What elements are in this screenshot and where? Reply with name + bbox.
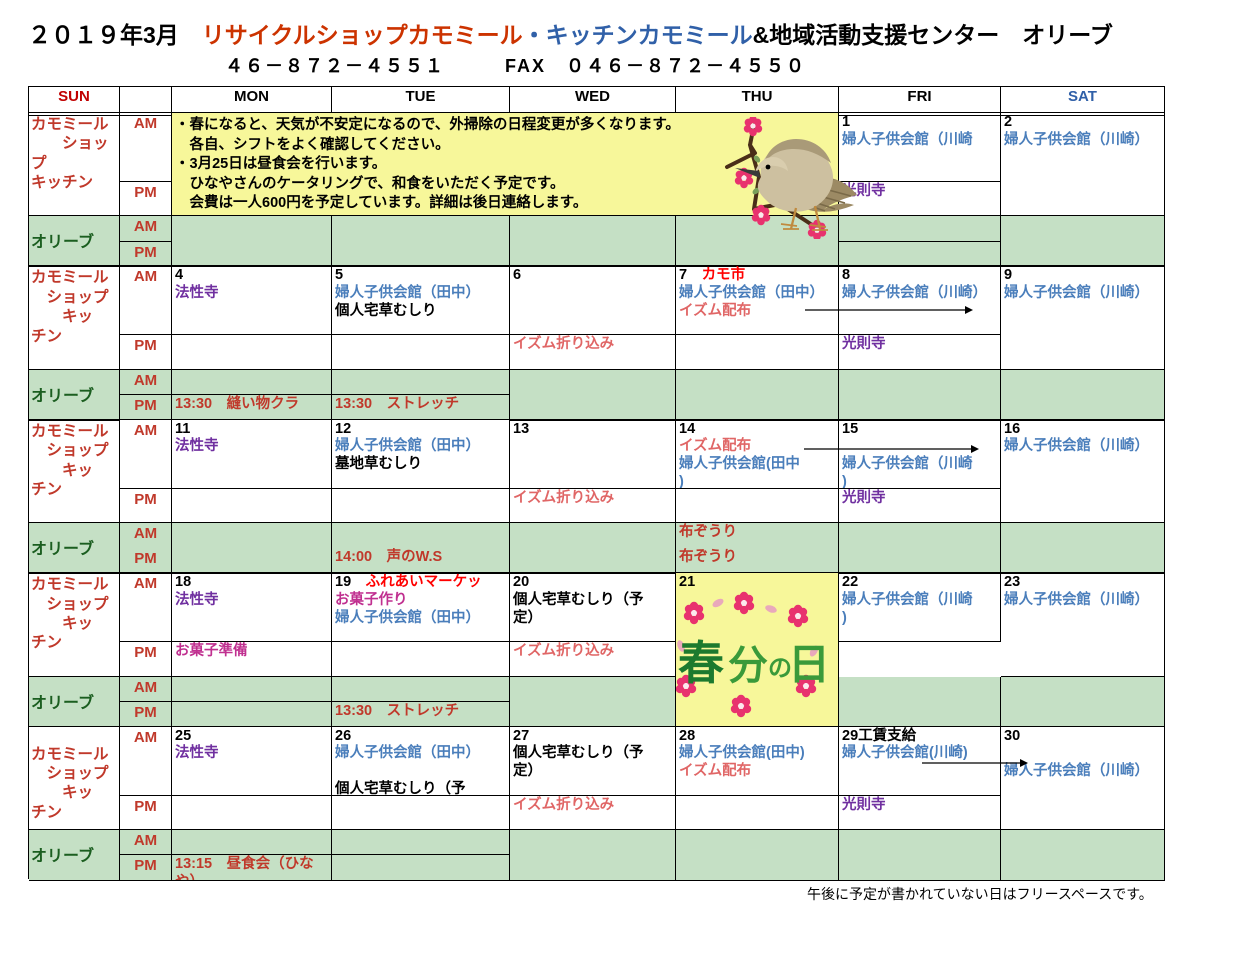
svg-text:分: 分 — [728, 644, 768, 688]
svg-text:日: 日 — [788, 641, 830, 688]
svg-text:春: 春 — [678, 637, 724, 689]
